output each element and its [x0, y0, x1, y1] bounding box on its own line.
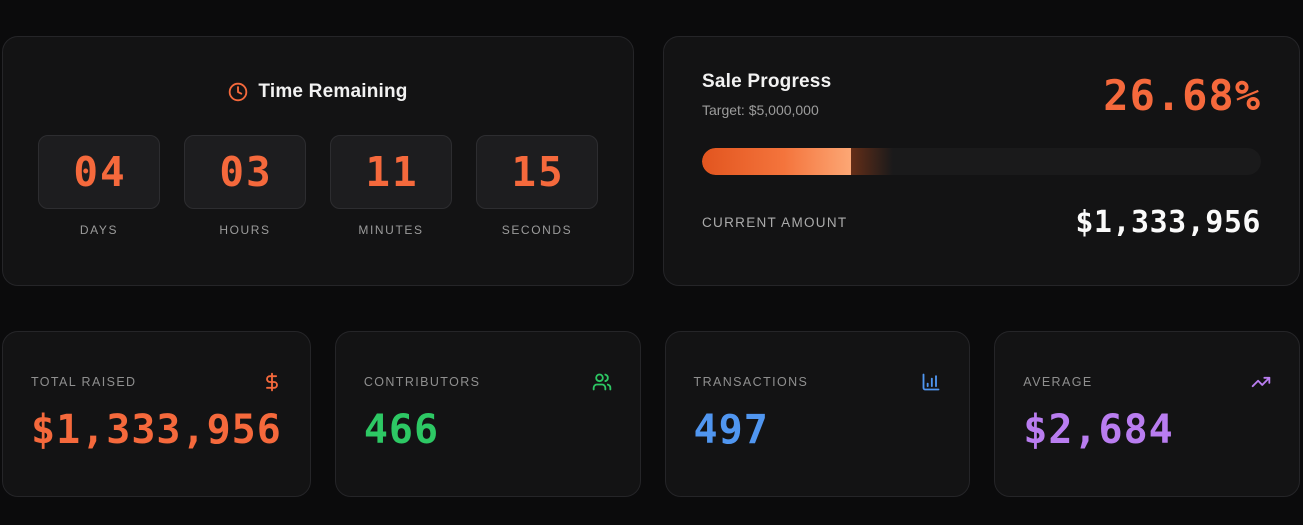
total-raised-label: TOTAL RAISED [31, 375, 137, 389]
countdown-unit-minutes: 11 MINUTES [330, 135, 452, 237]
bar-chart-icon [921, 372, 941, 392]
contributors-header: CONTRIBUTORS [364, 372, 612, 392]
transactions-header: TRANSACTIONS [694, 372, 942, 392]
minutes-value-box: 11 [330, 135, 452, 209]
average-value: $2,684 [1023, 407, 1174, 453]
countdown-units: 04 DAYS 03 HOURS 11 MINUTES [38, 135, 598, 237]
contributors-value: 466 [363, 407, 440, 453]
countdown-unit-days: 04 DAYS [38, 135, 160, 237]
transactions-label: TRANSACTIONS [693, 375, 809, 389]
dollar-icon [262, 372, 282, 392]
stat-card-average: AVERAGE $2,684 [994, 331, 1300, 497]
top-row: Time Remaining 04 DAYS 03 HOURS [2, 36, 1300, 286]
total-raised-header: TOTAL RAISED [31, 372, 282, 392]
minutes-value: 11 [365, 147, 419, 196]
hours-label: HOURS [219, 223, 271, 237]
minutes-label: MINUTES [358, 223, 424, 237]
days-value-box: 04 [38, 135, 160, 209]
current-amount-value: $1,333,956 [1075, 205, 1261, 240]
progress-bar-fill [702, 148, 894, 175]
days-value: 04 [73, 147, 127, 196]
hours-value: 03 [219, 147, 273, 196]
time-remaining-header: Time Remaining [228, 81, 407, 103]
progress-bar-track [702, 148, 1261, 175]
sale-progress-header: Sale Progress Target: $5,000,000 26.68% [702, 71, 1261, 118]
target-amount: Target: $5,000,000 [702, 102, 819, 118]
clock-icon [228, 82, 248, 102]
transactions-value: 497 [693, 407, 769, 453]
current-amount-label: CURRENT AMOUNT [702, 215, 848, 230]
time-remaining-card: Time Remaining 04 DAYS 03 HOURS [2, 36, 634, 286]
contributors-label: CONTRIBUTORS [363, 375, 481, 389]
total-raised-value: $1,333,956 [31, 407, 282, 453]
stat-card-total-raised: TOTAL RAISED $1,333,956 [2, 331, 311, 497]
time-remaining-title: Time Remaining [258, 81, 408, 102]
sale-progress-title: Sale Progress [702, 71, 832, 92]
current-amount-row: CURRENT AMOUNT $1,333,956 [702, 205, 1261, 240]
days-label: DAYS [79, 223, 119, 237]
seconds-value-box: 15 [476, 135, 598, 209]
progress-percent: 26.68% [1103, 71, 1261, 120]
users-icon [592, 372, 612, 392]
seconds-label: SECONDS [501, 223, 573, 237]
seconds-value: 15 [511, 147, 565, 196]
trending-up-icon [1251, 372, 1271, 392]
stats-row: TOTAL RAISED $1,333,956 CONTRIBUTORS [2, 331, 1300, 497]
stat-card-contributors: CONTRIBUTORS 466 [334, 331, 641, 497]
countdown-unit-seconds: 15 SECONDS [476, 135, 598, 237]
token-sale-dashboard: Time Remaining 04 DAYS 03 HOURS [2, 36, 1300, 497]
sale-progress-titles: Sale Progress Target: $5,000,000 [702, 71, 831, 118]
hours-value-box: 03 [184, 135, 306, 209]
average-header: AVERAGE [1023, 372, 1271, 392]
sale-progress-card: Sale Progress Target: $5,000,000 26.68% … [663, 36, 1300, 286]
stat-card-transactions: TRANSACTIONS 497 [664, 331, 971, 497]
countdown-unit-hours: 03 HOURS [184, 135, 306, 237]
average-label: AVERAGE [1023, 375, 1093, 389]
